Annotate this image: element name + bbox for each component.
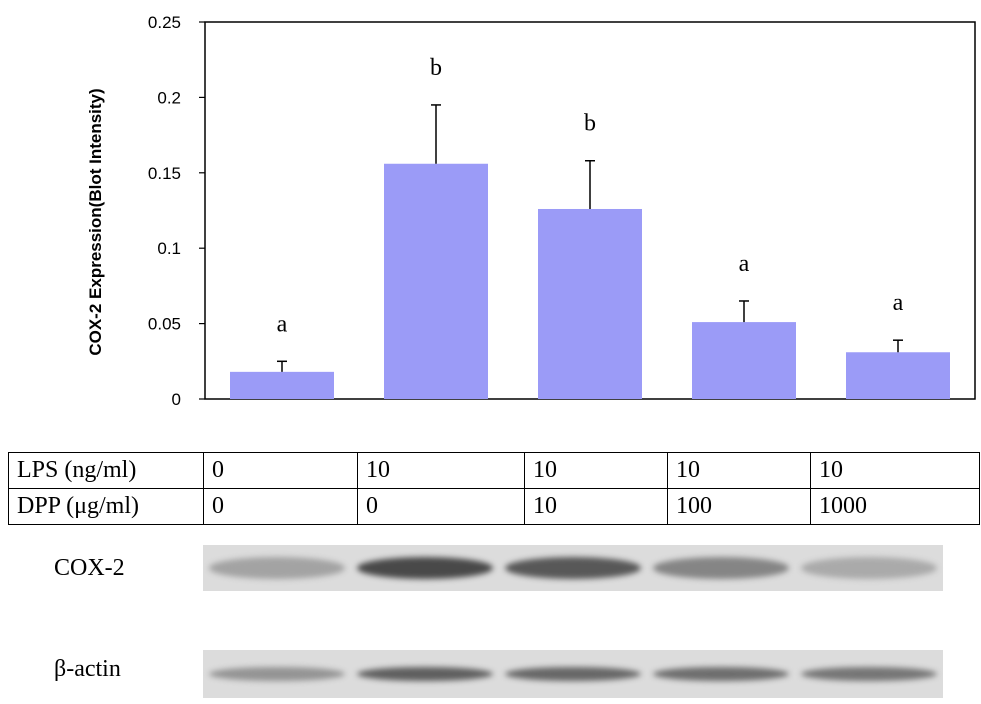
lps-label: LPS (ng/ml) [8,452,204,489]
y-axis-label: COX-2 Expression(Blot Intensity) [86,88,105,355]
y-tick-label: 0.15 [148,164,181,183]
y-tick-label: 0.2 [157,88,181,107]
lps-value-5: 10 [810,452,980,489]
significance-label: b [430,55,442,81]
y-tick-label: 0.05 [148,315,181,334]
lps-row: LPS (ng/ml) 0 10 10 10 10 [8,452,980,489]
blot-band [801,557,937,579]
bar [846,352,950,399]
dpp-label: DPP (μg/ml) [8,488,204,525]
significance-label: b [584,111,596,137]
significance-label: a [277,311,288,337]
blot-band [801,667,937,681]
lps-value-4: 10 [667,452,811,489]
actin-label: β-actin [54,656,121,682]
blot-band [209,557,345,579]
dpp-value-3: 10 [524,488,668,525]
dpp-value-2: 0 [357,488,525,525]
significance-label: a [893,290,904,316]
cox2-label: COX-2 [54,555,125,581]
blot-band [505,557,641,579]
cox2-blot-image [203,545,943,591]
blot-band [653,667,789,681]
actin-blot-image [203,650,943,698]
lps-value-1: 0 [203,452,358,489]
dpp-value-4: 100 [667,488,811,525]
bar [230,371,334,399]
blot-band [357,557,493,579]
y-tick-label: 0.1 [157,239,181,258]
blot-band [505,667,641,681]
significance-label: a [739,251,750,277]
bar-chart: a b b a a 0 0.05 0.1 0.15 0.2 0.25 COX-2 Expressi… [86,13,976,409]
dpp-row: DPP (μg/ml) 0 0 10 100 1000 [8,488,980,525]
y-tick-label: 0 [172,390,181,409]
conditions-table: LPS (ng/ml) 0 10 10 10 10 DPP (μg/ml) 0 … [8,452,980,525]
blot-band [209,667,345,681]
y-tick-label: 0.25 [148,13,181,32]
dpp-value-1: 0 [203,488,358,525]
dpp-value-5: 1000 [810,488,980,525]
bar [384,163,488,399]
bar [538,208,642,399]
lps-value-3: 10 [524,452,668,489]
blot-band [357,667,493,681]
bar [692,322,796,399]
lps-value-2: 10 [357,452,525,489]
blot-band [653,557,789,579]
